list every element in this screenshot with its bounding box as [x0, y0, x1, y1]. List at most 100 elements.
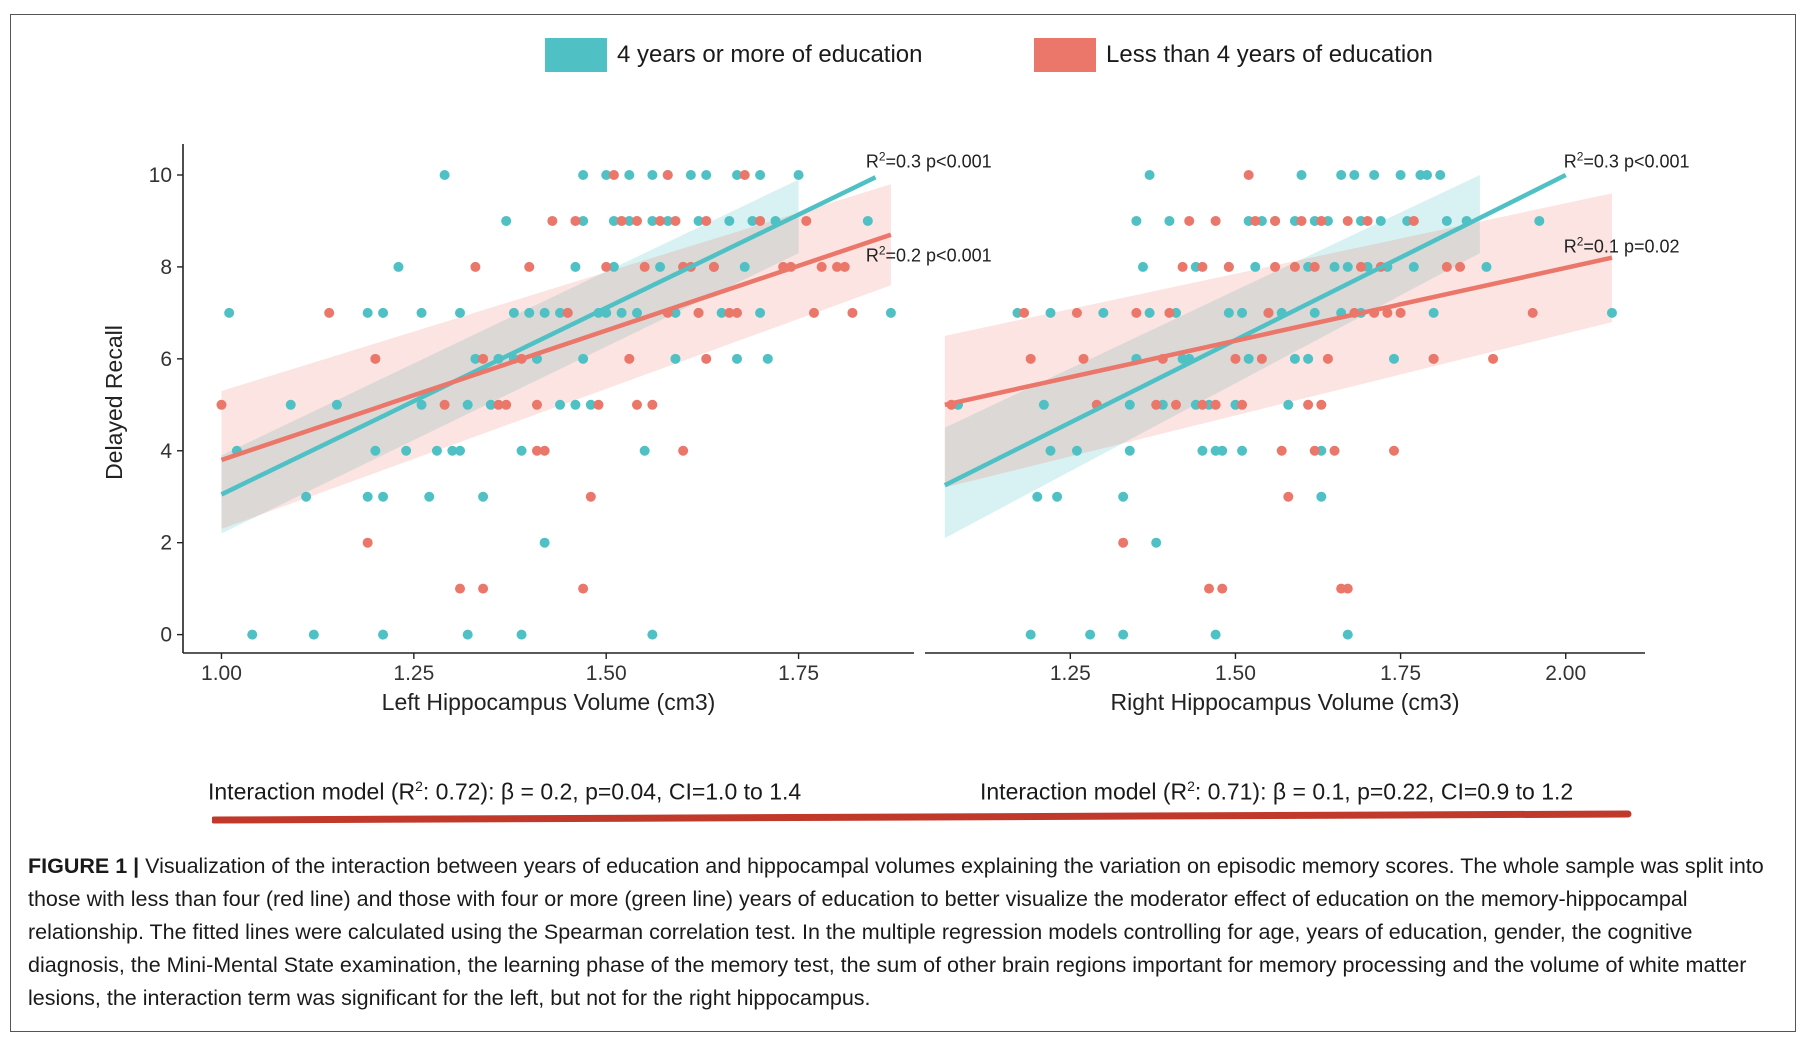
data-point: [755, 307, 766, 318]
data-point: [755, 169, 766, 180]
data-point: [470, 353, 481, 364]
data-point: [593, 399, 604, 410]
fit-line: [944, 255, 1613, 407]
data-point: [416, 307, 427, 318]
data-point: [578, 169, 589, 180]
data-point: [1441, 215, 1452, 226]
data-point: [1131, 215, 1142, 226]
data-point: [732, 353, 743, 364]
x-axis-label: Left Hippocampus Volume (cm3): [382, 689, 716, 715]
data-point: [1606, 307, 1617, 318]
data-point: [455, 307, 466, 318]
data-point: [416, 399, 427, 410]
r-squared-annotation: R2=0.2 p<0.001: [866, 244, 992, 266]
data-point: [655, 261, 666, 272]
data-point: [739, 169, 750, 180]
interaction-left-prefix: Interaction model (R: [208, 778, 416, 805]
data-point: [724, 215, 735, 226]
legend-item-high-education: 4 years or more of education: [545, 38, 923, 72]
data-point: [1303, 399, 1314, 410]
data-point: [755, 215, 766, 226]
data-point: [508, 307, 519, 318]
left-hippocampus-chart: R2=0.3 p<0.001 R2=0.2 p<0.001 1.00 1.25 1.50…: [101, 144, 992, 715]
data-point: [716, 307, 727, 318]
y-tick-label: 2: [160, 532, 172, 555]
data-point: [1408, 261, 1419, 272]
data-point: [631, 399, 642, 410]
data-point: [847, 307, 858, 318]
data-point: [362, 537, 373, 548]
data-point: [832, 261, 843, 272]
data-point: [616, 215, 627, 226]
data-point: [362, 307, 373, 318]
data-point: [447, 445, 458, 456]
data-point: [1124, 399, 1135, 410]
data-point: [1428, 307, 1439, 318]
data-point: [1237, 445, 1248, 456]
data-point: [1071, 307, 1082, 318]
x-tick-label: 1.25: [1050, 662, 1091, 685]
data-point: [639, 445, 650, 456]
data-point: [793, 169, 804, 180]
data-point: [662, 169, 673, 180]
data-point: [570, 215, 581, 226]
interaction-right-suffix: : 0.71): β = 0.1, p=0.22, CI=0.9 to 1.2: [1194, 778, 1574, 805]
data-point: [224, 307, 235, 318]
data-point: [1388, 353, 1399, 364]
data-point: [1217, 445, 1228, 456]
data-point: [1388, 445, 1399, 456]
data-point: [701, 353, 712, 364]
right-hippocampus-chart: R2=0.3 p<0.001 R2=0.1 p=0.02 1.25 1.50 1.75 2…: [925, 149, 1690, 715]
data-point: [1118, 537, 1129, 548]
data-point: [285, 399, 296, 410]
data-point: [1078, 353, 1089, 364]
data-point: [1223, 261, 1234, 272]
data-point: [701, 169, 712, 180]
y-axis-label: Delayed Recall: [101, 325, 127, 480]
data-point: [701, 215, 712, 226]
y-tick-label: 6: [160, 348, 172, 371]
data-point: [608, 261, 619, 272]
data-point: [616, 307, 627, 318]
data-point: [1422, 169, 1433, 180]
data-point: [1197, 399, 1208, 410]
data-point: [539, 537, 550, 548]
data-point: [1329, 261, 1340, 272]
data-point: [732, 307, 743, 318]
data-point: [1263, 307, 1274, 318]
legend-swatch-teal: [545, 38, 607, 72]
data-point: [401, 445, 412, 456]
data-point: [747, 215, 758, 226]
data-point: [1342, 629, 1353, 640]
data-point: [1375, 215, 1386, 226]
data-point: [1164, 215, 1175, 226]
data-point: [1316, 491, 1327, 502]
r-squared-annotation: R2=0.1 p=0.02: [1564, 235, 1680, 257]
data-point: [1177, 261, 1188, 272]
data-point: [1032, 491, 1043, 502]
data-point: [678, 445, 689, 456]
data-point: [670, 215, 681, 226]
data-point: [624, 353, 635, 364]
data-point: [608, 169, 619, 180]
x-tick-label: 1.75: [1380, 662, 1421, 685]
data-point: [1355, 261, 1366, 272]
data-point: [531, 399, 542, 410]
data-point: [524, 307, 535, 318]
data-point: [1342, 215, 1353, 226]
data-point: [1527, 307, 1538, 318]
legend-label: 4 years or more of education: [617, 41, 923, 68]
data-point: [762, 353, 773, 364]
data-point: [1283, 399, 1294, 410]
data-point: [1250, 215, 1261, 226]
data-point: [578, 215, 589, 226]
data-point: [1197, 445, 1208, 456]
data-point: [585, 491, 596, 502]
caption-text: Visualization of the interaction between…: [28, 854, 1764, 1010]
data-point: [1237, 399, 1248, 410]
data-point: [1197, 261, 1208, 272]
data-point: [524, 261, 535, 272]
data-point: [1210, 215, 1221, 226]
data-point: [570, 399, 581, 410]
interaction-model-left: Interaction model (R2: 0.72): β = 0.2, p…: [208, 778, 802, 805]
